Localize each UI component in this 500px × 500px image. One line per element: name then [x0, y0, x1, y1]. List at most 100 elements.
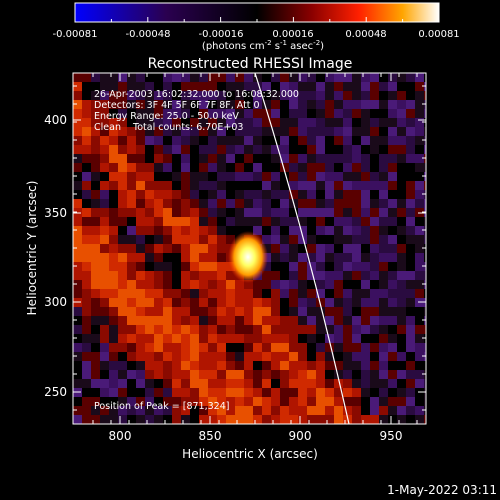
image-pixel [370, 235, 380, 245]
image-pixel [370, 307, 380, 317]
image-pixel [325, 271, 335, 281]
image-pixel [163, 73, 173, 83]
image-pixel [379, 289, 389, 299]
image-pixel [325, 226, 335, 236]
image-pixel [217, 316, 227, 326]
image-pixel [73, 370, 83, 380]
image-pixel [334, 415, 344, 424]
image-pixel [145, 388, 155, 398]
image-pixel [280, 244, 290, 254]
image-pixel [379, 271, 389, 281]
image-pixel [199, 82, 209, 92]
image-pixel [406, 118, 416, 128]
image-pixel [397, 289, 407, 299]
image-pixel [127, 163, 137, 173]
image-pixel [226, 73, 236, 83]
image-pixel [289, 343, 299, 353]
image-pixel [91, 73, 101, 83]
image-pixel [145, 199, 155, 209]
image-pixel [82, 172, 92, 182]
image-pixel [280, 280, 290, 290]
image-pixel [190, 91, 200, 101]
image-pixel [181, 271, 191, 281]
image-pixel [127, 388, 137, 398]
image-pixel [379, 406, 389, 416]
image-pixel [145, 172, 155, 182]
image-pixel [82, 343, 92, 353]
image-pixel [226, 289, 236, 299]
image-pixel [271, 325, 281, 335]
image-pixel [361, 226, 371, 236]
image-pixel [298, 154, 308, 164]
image-pixel [199, 163, 209, 173]
image-pixel [271, 316, 281, 326]
image-pixel [109, 136, 119, 146]
image-pixel [289, 163, 299, 173]
image-pixel [181, 298, 191, 308]
image-pixel [352, 334, 362, 344]
image-pixel [109, 208, 119, 218]
image-pixel [415, 127, 425, 137]
image-pixel [424, 379, 426, 389]
image-pixel [361, 73, 371, 83]
image-pixel [388, 289, 398, 299]
image-pixel [100, 334, 110, 344]
image-pixel [361, 316, 371, 326]
image-pixel [109, 262, 119, 272]
image-pixel [271, 82, 281, 92]
image-pixel [226, 100, 236, 110]
image-pixel [235, 343, 245, 353]
image-pixel [208, 307, 218, 317]
image-pixel [136, 388, 146, 398]
image-pixel [127, 406, 137, 416]
colorbar-tick-labels: -0.00081 -0.00048 -0.00016 0.00016 0.000… [53, 29, 460, 40]
image-pixel [244, 334, 254, 344]
image-pixel [343, 343, 353, 353]
image-pixel [154, 154, 164, 164]
image-pixel [262, 154, 272, 164]
image-pixel [397, 190, 407, 200]
image-pixel [316, 136, 326, 146]
x-tick-labels: 800 850 900 950 [109, 429, 403, 443]
image-pixel [199, 154, 209, 164]
image-pixel [388, 253, 398, 263]
image-pixel [181, 145, 191, 155]
image-pixel [118, 226, 128, 236]
image-pixel [127, 82, 137, 92]
image-pixel [73, 280, 83, 290]
image-pixel [253, 316, 263, 326]
image-pixel [361, 172, 371, 182]
image-pixel [244, 109, 254, 119]
image-pixel [136, 334, 146, 344]
image-pixel [262, 298, 272, 308]
image-pixel [208, 406, 218, 416]
image-pixel [199, 379, 209, 389]
image-pixel [424, 334, 426, 344]
image-pixel [181, 289, 191, 299]
image-pixel [235, 145, 245, 155]
image-pixel [199, 352, 209, 362]
image-pixel [127, 397, 137, 407]
image-pixel [244, 307, 254, 317]
image-pixel [370, 190, 380, 200]
image-pixel [316, 244, 326, 254]
image-pixel [406, 109, 416, 119]
image-pixel [325, 181, 335, 191]
image-pixel [334, 91, 344, 101]
image-pixel [280, 298, 290, 308]
image-pixel [262, 271, 272, 281]
image-pixel [100, 190, 110, 200]
image-pixel [370, 91, 380, 101]
image-pixel [91, 190, 101, 200]
image-pixel [262, 118, 272, 128]
image-pixel [91, 208, 101, 218]
image-pixel [289, 334, 299, 344]
image-pixel [271, 208, 281, 218]
image-pixel [73, 361, 83, 371]
image-pixel [109, 73, 119, 83]
image-pixel [298, 118, 308, 128]
image-pixel [343, 208, 353, 218]
image-pixel [172, 82, 182, 92]
image-pixel [208, 397, 218, 407]
image-pixel [316, 118, 326, 128]
